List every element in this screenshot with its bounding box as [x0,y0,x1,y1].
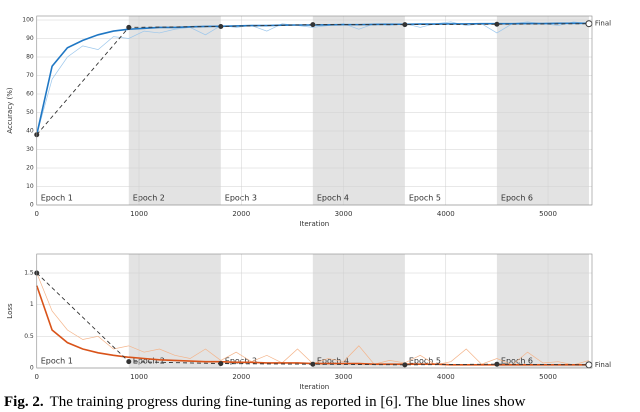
series-line [36,21,589,135]
validation-point [218,23,224,29]
epoch-label: Epoch 4 [317,357,349,366]
x-axis-title: Iteration [300,383,330,391]
y-tick-label: 40 [26,128,34,135]
y-tick-label: 0 [30,365,34,372]
epoch-label: Epoch 6 [501,194,533,203]
epoch-label: Epoch 1 [41,194,73,203]
final-label: Final [595,361,611,369]
x-tick-label: 3000 [335,210,353,218]
y-tick-label: 70 [26,72,34,79]
y-tick-label: 60 [26,91,34,98]
epoch-band [312,16,405,205]
y-tick-label: 20 [26,165,34,172]
validation-point [310,22,316,28]
y-tick-label: 100 [22,17,34,24]
y-tick-label: 90 [26,35,34,42]
x-tick-label: 1000 [130,373,148,381]
epoch-label: Epoch 5 [409,194,441,203]
epoch-label: Epoch 2 [133,357,165,366]
x-tick-label: 1000 [130,210,148,218]
y-tick-label: 0.5 [24,333,34,340]
x-tick-label: 5000 [539,373,557,381]
y-tick-label: 1.5 [24,270,34,277]
epoch-label: Epoch 3 [225,194,257,203]
validation-point [218,361,224,367]
caption-label: Fig. 2. [4,394,44,410]
caption: Fig. 2. The training progress during fine… [4,394,525,411]
y-axis-title: Accuracy (%) [6,87,14,134]
final-label: Final [595,20,611,28]
validation-point [402,22,408,28]
plot-frame [36,253,593,369]
validation-point [585,361,593,369]
epoch-label: Epoch 5 [409,357,441,366]
validation-point [126,359,132,365]
x-tick-label: 4000 [437,373,455,381]
epoch-band [128,16,221,205]
y-tick-label: 1 [30,301,34,308]
epoch-band [312,254,405,368]
x-tick-label: 3000 [335,373,353,381]
epoch-label: Epoch 4 [317,194,349,203]
x-tick-label: 0 [35,373,39,381]
epoch-band [496,254,589,368]
validation-point [494,21,500,27]
epoch-band [496,16,589,205]
y-axis-title: Loss [6,303,14,319]
x-tick-label: 2000 [232,210,250,218]
y-tick-label: 50 [26,109,34,116]
plot-frame [36,15,593,206]
x-axis-title: Iteration [300,220,330,228]
x-tick-label: 2000 [232,373,250,381]
validation-point [585,20,593,28]
validation-point [310,361,316,367]
epoch-label: Epoch 2 [133,194,165,203]
y-tick-label: 30 [26,146,34,153]
validation-point [126,24,132,30]
epoch-band [128,254,221,368]
x-tick-label: 0 [35,210,39,218]
epoch-label: Epoch 3 [225,357,257,366]
x-tick-label: 5000 [539,210,557,218]
epoch-label: Epoch 1 [41,357,73,366]
y-tick-label: 0 [30,202,34,209]
validation-point [402,362,408,368]
caption-text: The training progress during fine-tuning… [49,394,526,410]
chart: Epoch 1 Epoch 2 Epoch 3 Epoch 4 Epoch 5 Epoch… [6,15,611,391]
y-tick-label: 10 [26,183,34,190]
y-tick-label: 80 [26,54,34,61]
validation-point [494,361,500,367]
x-tick-label: 4000 [437,210,455,218]
